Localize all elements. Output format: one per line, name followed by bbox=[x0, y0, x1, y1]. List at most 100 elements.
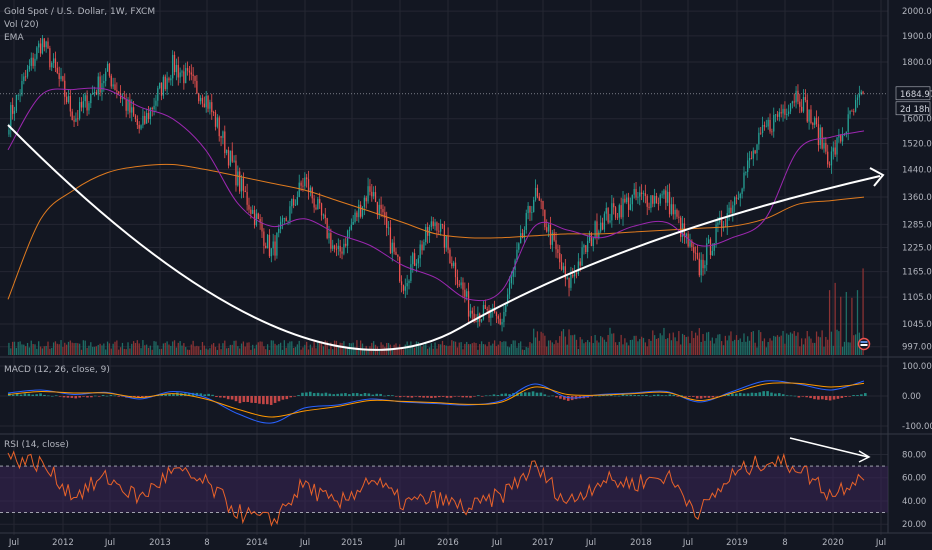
volume-bar bbox=[172, 341, 174, 355]
candle-body bbox=[840, 134, 842, 142]
candle-body bbox=[600, 222, 602, 232]
rsi-tick-label: 60.00 bbox=[902, 474, 926, 484]
volume-bar bbox=[453, 341, 455, 355]
volume-bar bbox=[588, 342, 591, 355]
macd-histogram-bar bbox=[480, 396, 484, 397]
volume-bar bbox=[817, 336, 820, 355]
event-flag-icon[interactable] bbox=[857, 337, 871, 351]
candle-body bbox=[451, 263, 453, 267]
candle-body bbox=[754, 150, 756, 154]
candle-body bbox=[739, 193, 741, 199]
candle-body bbox=[765, 126, 767, 128]
volume-bar bbox=[159, 349, 161, 355]
volume-bar bbox=[399, 344, 401, 355]
volume-bar bbox=[812, 342, 814, 355]
volume-bar bbox=[685, 336, 687, 355]
macd-histogram-bar bbox=[234, 396, 238, 402]
candle-body bbox=[512, 269, 514, 277]
candle-body bbox=[227, 149, 230, 166]
candle-body bbox=[691, 241, 693, 248]
time-axis[interactable]: Jul 2012 Jul 2013 8 2014 Jul 2015 Jul 2016 Jul 2017… bbox=[8, 538, 886, 548]
volume-bar bbox=[719, 334, 721, 355]
price-axis[interactable]: 2000.00 1900.00 1800.00 1600.00 1520.00 1440.… bbox=[902, 7, 932, 353]
candle-body bbox=[283, 218, 285, 219]
volume-bar bbox=[473, 342, 475, 355]
volume-bar bbox=[575, 339, 578, 355]
candle-body bbox=[92, 92, 94, 95]
volume-bar bbox=[745, 341, 747, 355]
volume-bar bbox=[250, 349, 252, 355]
volume-bar bbox=[778, 336, 780, 355]
candle-body bbox=[108, 63, 111, 76]
candle-body bbox=[734, 197, 736, 206]
macd-histogram-bar bbox=[105, 395, 109, 397]
candle-body bbox=[817, 124, 820, 146]
candle-body bbox=[105, 71, 107, 82]
volume-bar bbox=[151, 349, 153, 355]
candle-body bbox=[799, 101, 801, 107]
candle-body bbox=[30, 57, 32, 66]
volume-bar bbox=[426, 348, 429, 355]
candle-body bbox=[52, 58, 55, 63]
volume-bar bbox=[412, 345, 414, 355]
candle-body bbox=[689, 241, 691, 247]
macd-histogram-bar bbox=[301, 392, 304, 396]
volume-bar bbox=[64, 342, 66, 355]
macd-histogram-bar bbox=[97, 396, 101, 397]
volume-bar bbox=[363, 348, 365, 355]
candle-body bbox=[447, 235, 449, 250]
macd-histogram-bar bbox=[262, 396, 265, 405]
candle-body bbox=[575, 273, 578, 275]
volume-bar bbox=[34, 344, 36, 355]
macd-histogram-bar bbox=[613, 395, 617, 397]
candle-body bbox=[374, 192, 377, 203]
candle-body bbox=[678, 216, 680, 218]
macd-histogram-bar bbox=[74, 396, 78, 399]
volume-bar bbox=[201, 341, 204, 355]
macd-histogram-bar bbox=[117, 396, 121, 397]
macd-histogram-bar bbox=[844, 396, 848, 397]
ema-slow-line bbox=[7, 163, 865, 300]
macd-histogram-bar bbox=[469, 396, 472, 398]
volume-legend: Vol (20) bbox=[4, 20, 39, 30]
volume-bar bbox=[538, 340, 540, 355]
volume-bar bbox=[38, 341, 40, 355]
volume-bar bbox=[486, 346, 488, 355]
volume-bar bbox=[583, 343, 585, 355]
volume-bar bbox=[244, 346, 246, 355]
candle-body bbox=[525, 213, 527, 230]
time-tick-label: 2018 bbox=[630, 538, 652, 548]
macd-histogram-bar bbox=[445, 396, 449, 398]
volume-bar bbox=[447, 346, 449, 355]
time-tick-label: Jul bbox=[299, 538, 310, 548]
volume-bar bbox=[170, 345, 172, 355]
macd-histogram-bar bbox=[90, 396, 93, 398]
volume-bar bbox=[168, 344, 170, 355]
volume-bar bbox=[166, 341, 168, 355]
candle-body bbox=[819, 127, 821, 146]
macd-histogram-bar bbox=[840, 396, 844, 398]
volume-bar bbox=[62, 346, 64, 355]
volume-bar bbox=[415, 341, 418, 355]
macd-axis[interactable]: 100.00 0.00 -100.00 bbox=[902, 362, 932, 432]
ema-fast-line bbox=[7, 87, 865, 302]
rsi-axis[interactable]: 80.00 60.00 40.00 20.00 bbox=[902, 450, 926, 530]
volume-bar bbox=[691, 330, 693, 355]
candle-body bbox=[62, 76, 64, 81]
volume-bar bbox=[196, 345, 198, 355]
volume-bar bbox=[856, 290, 859, 355]
candle-body bbox=[43, 38, 45, 48]
candle-body bbox=[114, 84, 116, 91]
macd-histogram-bar bbox=[641, 395, 644, 396]
macd-histogram-bar bbox=[707, 396, 711, 398]
volume-bar bbox=[103, 343, 105, 355]
candle-body bbox=[246, 192, 248, 205]
candle-body bbox=[293, 198, 295, 206]
macd-histogram-bar bbox=[258, 396, 261, 404]
macd-histogram-bar bbox=[531, 391, 535, 396]
volume-bar bbox=[276, 345, 278, 355]
candle-body bbox=[168, 78, 170, 81]
volume-bar bbox=[175, 347, 178, 355]
volume-bar bbox=[581, 339, 583, 355]
